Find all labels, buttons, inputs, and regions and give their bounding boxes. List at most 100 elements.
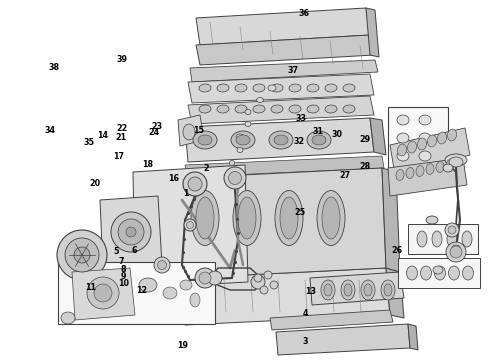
Text: 8: 8 bbox=[121, 265, 126, 274]
Ellipse shape bbox=[163, 287, 177, 299]
Ellipse shape bbox=[271, 105, 283, 113]
Ellipse shape bbox=[343, 105, 355, 113]
Ellipse shape bbox=[406, 167, 414, 179]
Text: 20: 20 bbox=[90, 179, 101, 188]
Text: 21: 21 bbox=[116, 134, 127, 143]
Text: 13: 13 bbox=[305, 287, 316, 296]
Ellipse shape bbox=[235, 105, 247, 113]
Text: 30: 30 bbox=[332, 130, 343, 139]
Polygon shape bbox=[133, 165, 248, 288]
Ellipse shape bbox=[196, 197, 214, 239]
Ellipse shape bbox=[61, 312, 75, 324]
Ellipse shape bbox=[419, 115, 431, 125]
Ellipse shape bbox=[57, 230, 107, 280]
Text: 32: 32 bbox=[293, 137, 304, 146]
Ellipse shape bbox=[183, 124, 195, 140]
Ellipse shape bbox=[325, 84, 337, 92]
Ellipse shape bbox=[180, 280, 192, 290]
Ellipse shape bbox=[237, 148, 243, 153]
Ellipse shape bbox=[445, 154, 467, 166]
Text: 27: 27 bbox=[340, 171, 351, 180]
Ellipse shape bbox=[217, 84, 229, 92]
Ellipse shape bbox=[452, 245, 460, 251]
Ellipse shape bbox=[443, 164, 453, 172]
Ellipse shape bbox=[417, 138, 427, 150]
Ellipse shape bbox=[183, 172, 207, 196]
Ellipse shape bbox=[157, 261, 167, 270]
Ellipse shape bbox=[344, 284, 352, 296]
Ellipse shape bbox=[253, 84, 265, 92]
Text: 19: 19 bbox=[177, 341, 188, 350]
Text: 38: 38 bbox=[48, 63, 59, 72]
Ellipse shape bbox=[449, 157, 463, 167]
Polygon shape bbox=[196, 35, 374, 65]
Ellipse shape bbox=[195, 268, 215, 288]
Polygon shape bbox=[183, 168, 386, 278]
Ellipse shape bbox=[289, 84, 301, 92]
Polygon shape bbox=[386, 268, 404, 318]
Polygon shape bbox=[183, 268, 390, 325]
Polygon shape bbox=[370, 118, 386, 155]
Ellipse shape bbox=[256, 98, 264, 103]
Ellipse shape bbox=[341, 280, 355, 300]
Text: 5: 5 bbox=[114, 248, 119, 256]
Ellipse shape bbox=[307, 84, 319, 92]
Ellipse shape bbox=[74, 247, 90, 263]
Ellipse shape bbox=[245, 122, 251, 126]
Ellipse shape bbox=[199, 105, 211, 113]
Ellipse shape bbox=[270, 281, 278, 289]
Ellipse shape bbox=[269, 131, 293, 149]
Polygon shape bbox=[188, 74, 374, 103]
Ellipse shape bbox=[432, 231, 442, 247]
Ellipse shape bbox=[426, 216, 438, 224]
Ellipse shape bbox=[450, 246, 462, 258]
Ellipse shape bbox=[408, 141, 416, 153]
Ellipse shape bbox=[416, 166, 424, 176]
Ellipse shape bbox=[448, 266, 460, 280]
Text: 37: 37 bbox=[287, 67, 298, 76]
Text: 29: 29 bbox=[359, 135, 370, 144]
Polygon shape bbox=[366, 8, 379, 57]
Ellipse shape bbox=[419, 151, 431, 161]
Text: 9: 9 bbox=[121, 271, 126, 281]
Polygon shape bbox=[72, 268, 135, 320]
Ellipse shape bbox=[322, 197, 340, 239]
Polygon shape bbox=[196, 8, 370, 45]
Ellipse shape bbox=[446, 242, 466, 262]
Ellipse shape bbox=[427, 135, 437, 147]
Ellipse shape bbox=[253, 105, 265, 113]
Polygon shape bbox=[185, 118, 374, 162]
Polygon shape bbox=[270, 310, 393, 330]
Ellipse shape bbox=[463, 266, 473, 280]
Ellipse shape bbox=[289, 105, 301, 113]
Bar bbox=[388, 107, 448, 172]
Bar bbox=[58, 262, 215, 324]
Ellipse shape bbox=[184, 219, 196, 231]
Text: 34: 34 bbox=[45, 126, 56, 135]
Ellipse shape bbox=[381, 280, 395, 300]
Text: 39: 39 bbox=[116, 55, 127, 64]
Ellipse shape bbox=[396, 170, 404, 180]
Ellipse shape bbox=[447, 231, 457, 247]
Ellipse shape bbox=[238, 197, 256, 239]
Ellipse shape bbox=[260, 286, 268, 294]
Ellipse shape bbox=[417, 231, 427, 247]
Ellipse shape bbox=[188, 177, 202, 191]
Text: 12: 12 bbox=[136, 287, 147, 295]
Ellipse shape bbox=[397, 144, 407, 156]
Polygon shape bbox=[382, 168, 400, 272]
Polygon shape bbox=[310, 272, 404, 305]
Ellipse shape bbox=[154, 257, 170, 273]
Polygon shape bbox=[190, 60, 378, 82]
Bar bbox=[408, 224, 478, 254]
Ellipse shape bbox=[264, 271, 272, 279]
Ellipse shape bbox=[312, 135, 326, 145]
Ellipse shape bbox=[254, 274, 262, 282]
Polygon shape bbox=[100, 196, 162, 270]
Ellipse shape bbox=[364, 284, 372, 296]
Ellipse shape bbox=[275, 190, 303, 246]
Ellipse shape bbox=[126, 227, 136, 237]
Polygon shape bbox=[390, 128, 470, 175]
Ellipse shape bbox=[274, 135, 288, 145]
Ellipse shape bbox=[436, 162, 444, 172]
